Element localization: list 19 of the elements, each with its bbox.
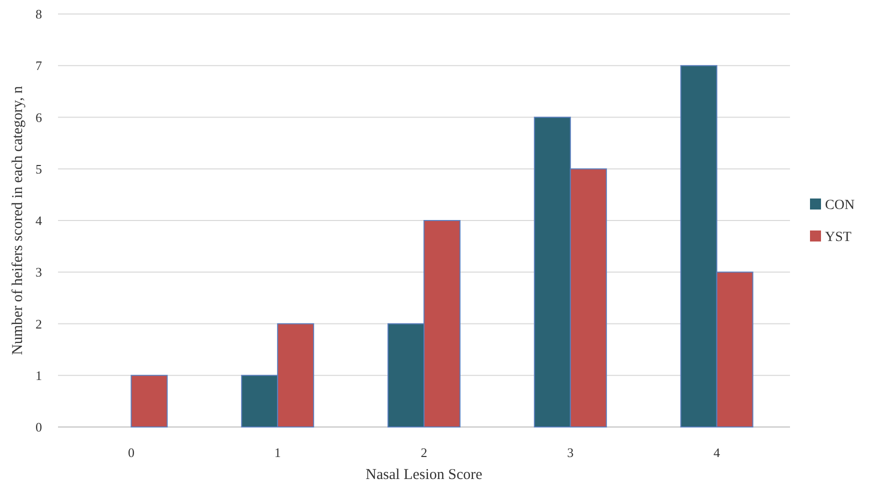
x-tick-label: 0 (128, 445, 134, 460)
y-tick-label: 0 (36, 420, 42, 435)
y-tick-label: 2 (36, 316, 42, 332)
y-tick-label: 7 (36, 58, 42, 74)
y-tick-label: 5 (36, 161, 42, 176)
y-tick-label: 6 (36, 110, 42, 125)
x-tick-label: 3 (567, 445, 574, 460)
x-axis-title: Nasal Lesion Score (366, 467, 483, 483)
legend-label: YST (825, 230, 852, 245)
y-axis-title: Number of heifers scored in each category, n (10, 86, 26, 355)
bar (130, 374, 168, 428)
y-tick-label: 4 (36, 213, 42, 228)
y-tick-label: 3 (36, 264, 42, 280)
y-tick-label: 8 (36, 6, 42, 22)
y-tick-label: 1 (36, 368, 42, 383)
x-tick-label: 2 (420, 445, 428, 460)
x-tick-label: 4 (714, 445, 721, 460)
x-tick-label: 1 (274, 445, 281, 460)
legend-label: CON (825, 198, 855, 213)
